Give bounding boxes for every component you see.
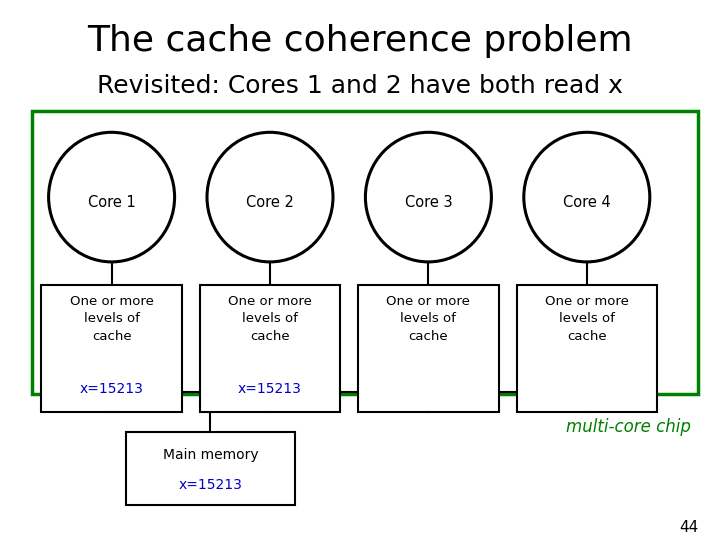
Text: One or more
levels of
cache: One or more levels of cache [228, 295, 312, 342]
Text: multi-core chip: multi-core chip [567, 418, 691, 436]
FancyBboxPatch shape [126, 432, 295, 505]
FancyBboxPatch shape [516, 285, 657, 411]
Text: The cache coherence problem: The cache coherence problem [87, 24, 633, 57]
Text: x=15213: x=15213 [80, 382, 143, 396]
Text: One or more
levels of
cache: One or more levels of cache [70, 295, 153, 342]
Text: Core 1: Core 1 [88, 195, 135, 210]
Text: One or more
levels of
cache: One or more levels of cache [545, 295, 629, 342]
Text: Core 3: Core 3 [405, 195, 452, 210]
Text: Main memory: Main memory [163, 448, 258, 462]
Text: Revisited: Cores 1 and 2 have both read x: Revisited: Cores 1 and 2 have both read … [97, 75, 623, 98]
Text: One or more
levels of
cache: One or more levels of cache [387, 295, 470, 342]
Text: 44: 44 [679, 519, 698, 535]
Ellipse shape [207, 132, 333, 262]
FancyBboxPatch shape [32, 111, 698, 394]
Text: x=15213: x=15213 [179, 478, 243, 491]
FancyBboxPatch shape [199, 285, 340, 411]
Ellipse shape [365, 132, 491, 262]
Ellipse shape [523, 132, 649, 262]
Ellipse shape [48, 132, 175, 262]
Text: x=15213: x=15213 [238, 382, 302, 396]
Text: Core 2: Core 2 [246, 195, 294, 210]
Text: Core 4: Core 4 [563, 195, 611, 210]
FancyBboxPatch shape [42, 285, 181, 411]
FancyBboxPatch shape [358, 285, 498, 411]
